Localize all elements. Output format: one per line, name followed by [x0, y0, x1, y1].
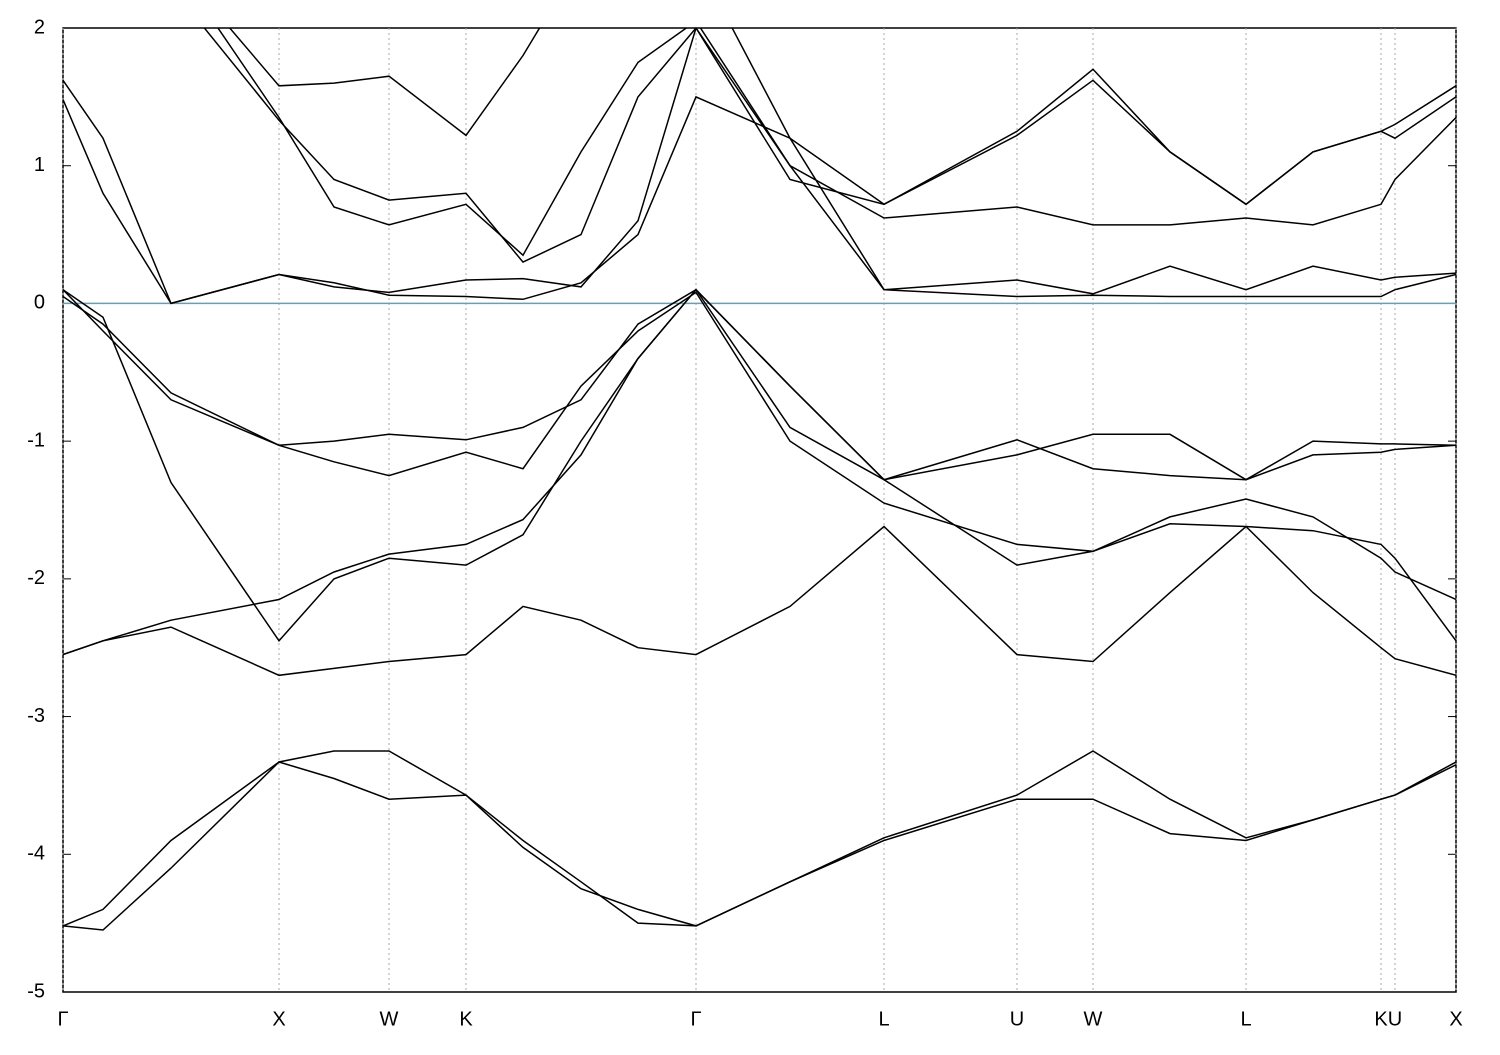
y-tick-label: 0 — [34, 292, 45, 314]
y-tick-label: 1 — [34, 154, 45, 176]
band-line — [63, 291, 1456, 601]
x-tick-label: X — [1449, 1008, 1462, 1030]
plot-frame — [62, 27, 1457, 993]
x-tick-label: U — [1388, 1008, 1402, 1030]
y-tick-label: -3 — [27, 705, 45, 727]
x-tick-label: K — [459, 1008, 473, 1030]
band-line — [63, 750, 1456, 931]
band-line — [63, 288, 1456, 643]
x-tick-label: W — [380, 1008, 399, 1030]
y-tick-label: 2 — [34, 16, 45, 38]
band-line — [63, 28, 1456, 305]
x-tick-label: L — [1240, 1008, 1251, 1030]
x-tick-label: L — [878, 1008, 889, 1030]
y-tick-label: -1 — [27, 429, 45, 451]
x-tick-label: W — [1084, 1008, 1103, 1030]
band-line — [63, 288, 1456, 481]
band-line — [63, 288, 1456, 656]
x-tick-label: U — [1010, 1008, 1024, 1030]
x-tick-label: K — [1374, 1008, 1388, 1030]
band-line — [217, 28, 1456, 257]
y-tick-label: -2 — [27, 567, 45, 589]
x-tick-label: Γ — [57, 1008, 68, 1030]
band-line — [63, 525, 1456, 677]
band-line — [203, 28, 1456, 264]
y-tick-label: -5 — [27, 980, 45, 1002]
band-line — [228, 28, 1456, 206]
y-tick-label: -4 — [27, 843, 45, 865]
band-line — [63, 95, 1456, 305]
band-line — [63, 750, 1456, 927]
x-tick-label: Γ — [690, 1008, 701, 1030]
plot-area — [63, 28, 1456, 931]
x-tick-label: X — [272, 1008, 285, 1030]
